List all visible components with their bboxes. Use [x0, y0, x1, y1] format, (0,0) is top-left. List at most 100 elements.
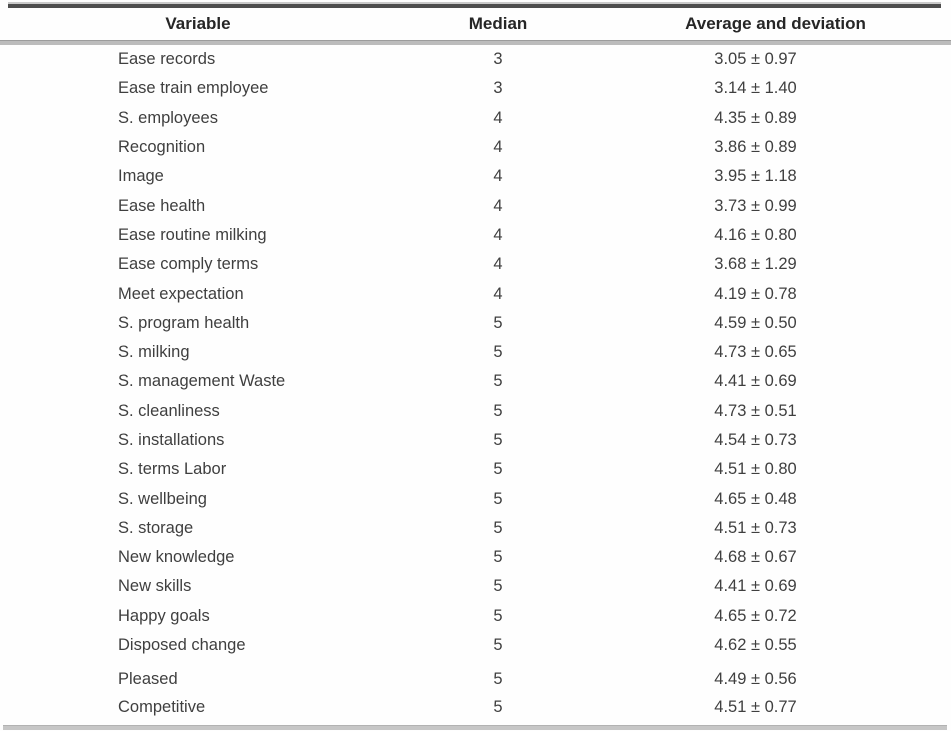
cell-average-deviation: 4.59 ± 0.50 [714, 313, 797, 332]
table-row: Ease records 3 3.05 ± 0.97 [0, 45, 951, 74]
cell-average-deviation: 4.51 ± 0.73 [714, 518, 797, 537]
cell-variable: S. program health [118, 313, 250, 332]
cell-median: 5 [493, 372, 503, 391]
table-row: S. storage 5 4.51 ± 0.73 [0, 514, 951, 543]
cell-average-deviation: 3.73 ± 0.99 [714, 196, 797, 215]
cell-average-deviation: 3.05 ± 0.97 [714, 50, 797, 69]
cell-variable: S. terms Labor [118, 460, 227, 479]
cell-average-deviation: 4.19 ± 0.78 [714, 284, 797, 303]
cell-variable: Image [118, 167, 164, 186]
cell-median: 5 [493, 606, 503, 625]
cell-median: 5 [493, 313, 503, 332]
cell-median: 4 [493, 196, 503, 215]
cell-average-deviation: 4.51 ± 0.77 [714, 698, 797, 717]
cell-variable: S. storage [118, 518, 194, 537]
cell-average-deviation: 4.35 ± 0.89 [714, 108, 797, 127]
table-row: Disposed change 5 4.62 ± 0.55 [0, 631, 951, 660]
table-row: S. milking 5 4.73 ± 0.65 [0, 338, 951, 367]
cell-average-deviation: 4.41 ± 0.69 [714, 577, 797, 596]
cell-variable: S. wellbeing [118, 489, 207, 508]
cell-average-deviation: 4.68 ± 0.67 [714, 548, 797, 567]
cell-average-deviation: 4.49 ± 0.56 [714, 669, 797, 688]
table-row: Image 4 3.95 ± 1.18 [0, 162, 951, 191]
column-header-median: Median [468, 14, 528, 33]
table-row: S. installations 5 4.54 ± 0.73 [0, 426, 951, 455]
table-row: Ease routine milking 4 4.16 ± 0.80 [0, 221, 951, 250]
cell-median: 5 [493, 343, 503, 362]
cell-median: 5 [493, 489, 503, 508]
table-row: Happy goals 5 4.65 ± 0.72 [0, 602, 951, 631]
column-header-average-deviation: Average and deviation [685, 14, 866, 33]
table-body: Ease records 3 3.05 ± 0.97 Ease train emplo… [0, 45, 951, 723]
cell-variable: S. installations [118, 431, 225, 449]
table-row: Pleased 5 4.49 ± 0.56 [0, 665, 951, 693]
table-row: Meet expectation 4 4.19 ± 0.78 [0, 279, 951, 308]
cell-variable: Recognition [118, 138, 206, 157]
cell-median: 3 [493, 79, 503, 98]
cell-median: 4 [493, 284, 503, 303]
cell-median: 5 [493, 636, 503, 655]
table-row: S. cleanliness 5 4.73 ± 0.51 [0, 397, 951, 426]
cell-average-deviation: 3.68 ± 1.29 [714, 255, 797, 274]
cell-median: 5 [493, 518, 503, 537]
cell-median: 4 [493, 225, 503, 244]
column-header-variable: Variable [165, 14, 231, 33]
table-row: Ease comply terms 4 3.68 ± 1.29 [0, 250, 951, 279]
cell-variable: S. employees [118, 108, 218, 127]
cell-variable: Ease health [118, 196, 206, 215]
table-row: Ease train employee 3 3.14 ± 1.40 [0, 74, 951, 103]
table-row: S. wellbeing 5 4.65 ± 0.48 [0, 484, 951, 513]
cell-median: 3 [493, 50, 503, 69]
cell-variable: S. management Waste [118, 372, 286, 391]
table-row: New knowledge 5 4.68 ± 0.67 [0, 543, 951, 572]
cell-average-deviation: 4.54 ± 0.73 [714, 431, 797, 449]
cell-average-deviation: 3.86 ± 0.89 [714, 138, 797, 157]
table-bottom-rule [3, 724, 947, 730]
cell-median: 5 [493, 698, 503, 717]
table-top-rule-light [8, 2, 941, 4]
cell-variable: Ease records [118, 50, 216, 69]
cell-variable: Meet expectation [118, 284, 244, 303]
cell-median: 5 [493, 431, 503, 449]
cell-average-deviation: 4.41 ± 0.69 [714, 372, 797, 391]
table-row: S. employees 4 4.35 ± 0.89 [0, 104, 951, 133]
cell-median: 4 [493, 255, 503, 274]
cell-median: 4 [493, 167, 503, 186]
cell-average-deviation: 3.95 ± 1.18 [714, 167, 797, 186]
table-row: Recognition 4 3.86 ± 0.89 [0, 133, 951, 162]
cell-average-deviation: 4.73 ± 0.65 [714, 343, 797, 362]
cell-median: 5 [493, 548, 503, 567]
cell-variable: Ease comply terms [118, 255, 259, 274]
table-row: Competitive 5 4.51 ± 0.77 [0, 693, 951, 722]
cell-median: 5 [493, 669, 503, 688]
header-separator-rule [0, 40, 951, 45]
table-row: S. program health 5 4.59 ± 0.50 [0, 309, 951, 338]
cell-median: 5 [493, 401, 503, 420]
table-top-rule [8, 4, 941, 8]
cell-variable: S. milking [118, 343, 190, 362]
table-row: S. management Waste 5 4.41 ± 0.69 [0, 367, 951, 396]
table-row: New skills 5 4.41 ± 0.69 [0, 572, 951, 601]
cell-average-deviation: 4.62 ± 0.55 [714, 636, 797, 655]
cell-average-deviation: 4.16 ± 0.80 [714, 225, 797, 244]
cell-variable: Competitive [118, 698, 206, 717]
cell-median: 5 [493, 577, 503, 596]
cell-average-deviation: 4.65 ± 0.72 [714, 606, 797, 625]
table-row: Ease health 4 3.73 ± 0.99 [0, 191, 951, 220]
cell-median: 4 [493, 108, 503, 127]
cell-variable: Disposed change [118, 636, 246, 655]
cell-variable: Pleased [118, 669, 178, 688]
table-header-row: Variable Median Average and deviation [0, 8, 951, 40]
cell-variable: Happy goals [118, 606, 210, 625]
cell-variable: New skills [118, 577, 192, 596]
table-row: S. terms Labor 5 4.51 ± 0.80 [0, 455, 951, 484]
cell-variable: S. cleanliness [118, 401, 220, 420]
cell-variable: Ease routine milking [118, 225, 267, 244]
cell-variable: New knowledge [118, 548, 235, 567]
cell-variable: Ease train employee [118, 79, 269, 98]
cell-average-deviation: 3.14 ± 1.40 [714, 79, 797, 98]
cell-average-deviation: 4.65 ± 0.48 [714, 489, 797, 508]
cell-median: 5 [493, 460, 503, 479]
cell-average-deviation: 4.51 ± 0.80 [714, 460, 797, 479]
